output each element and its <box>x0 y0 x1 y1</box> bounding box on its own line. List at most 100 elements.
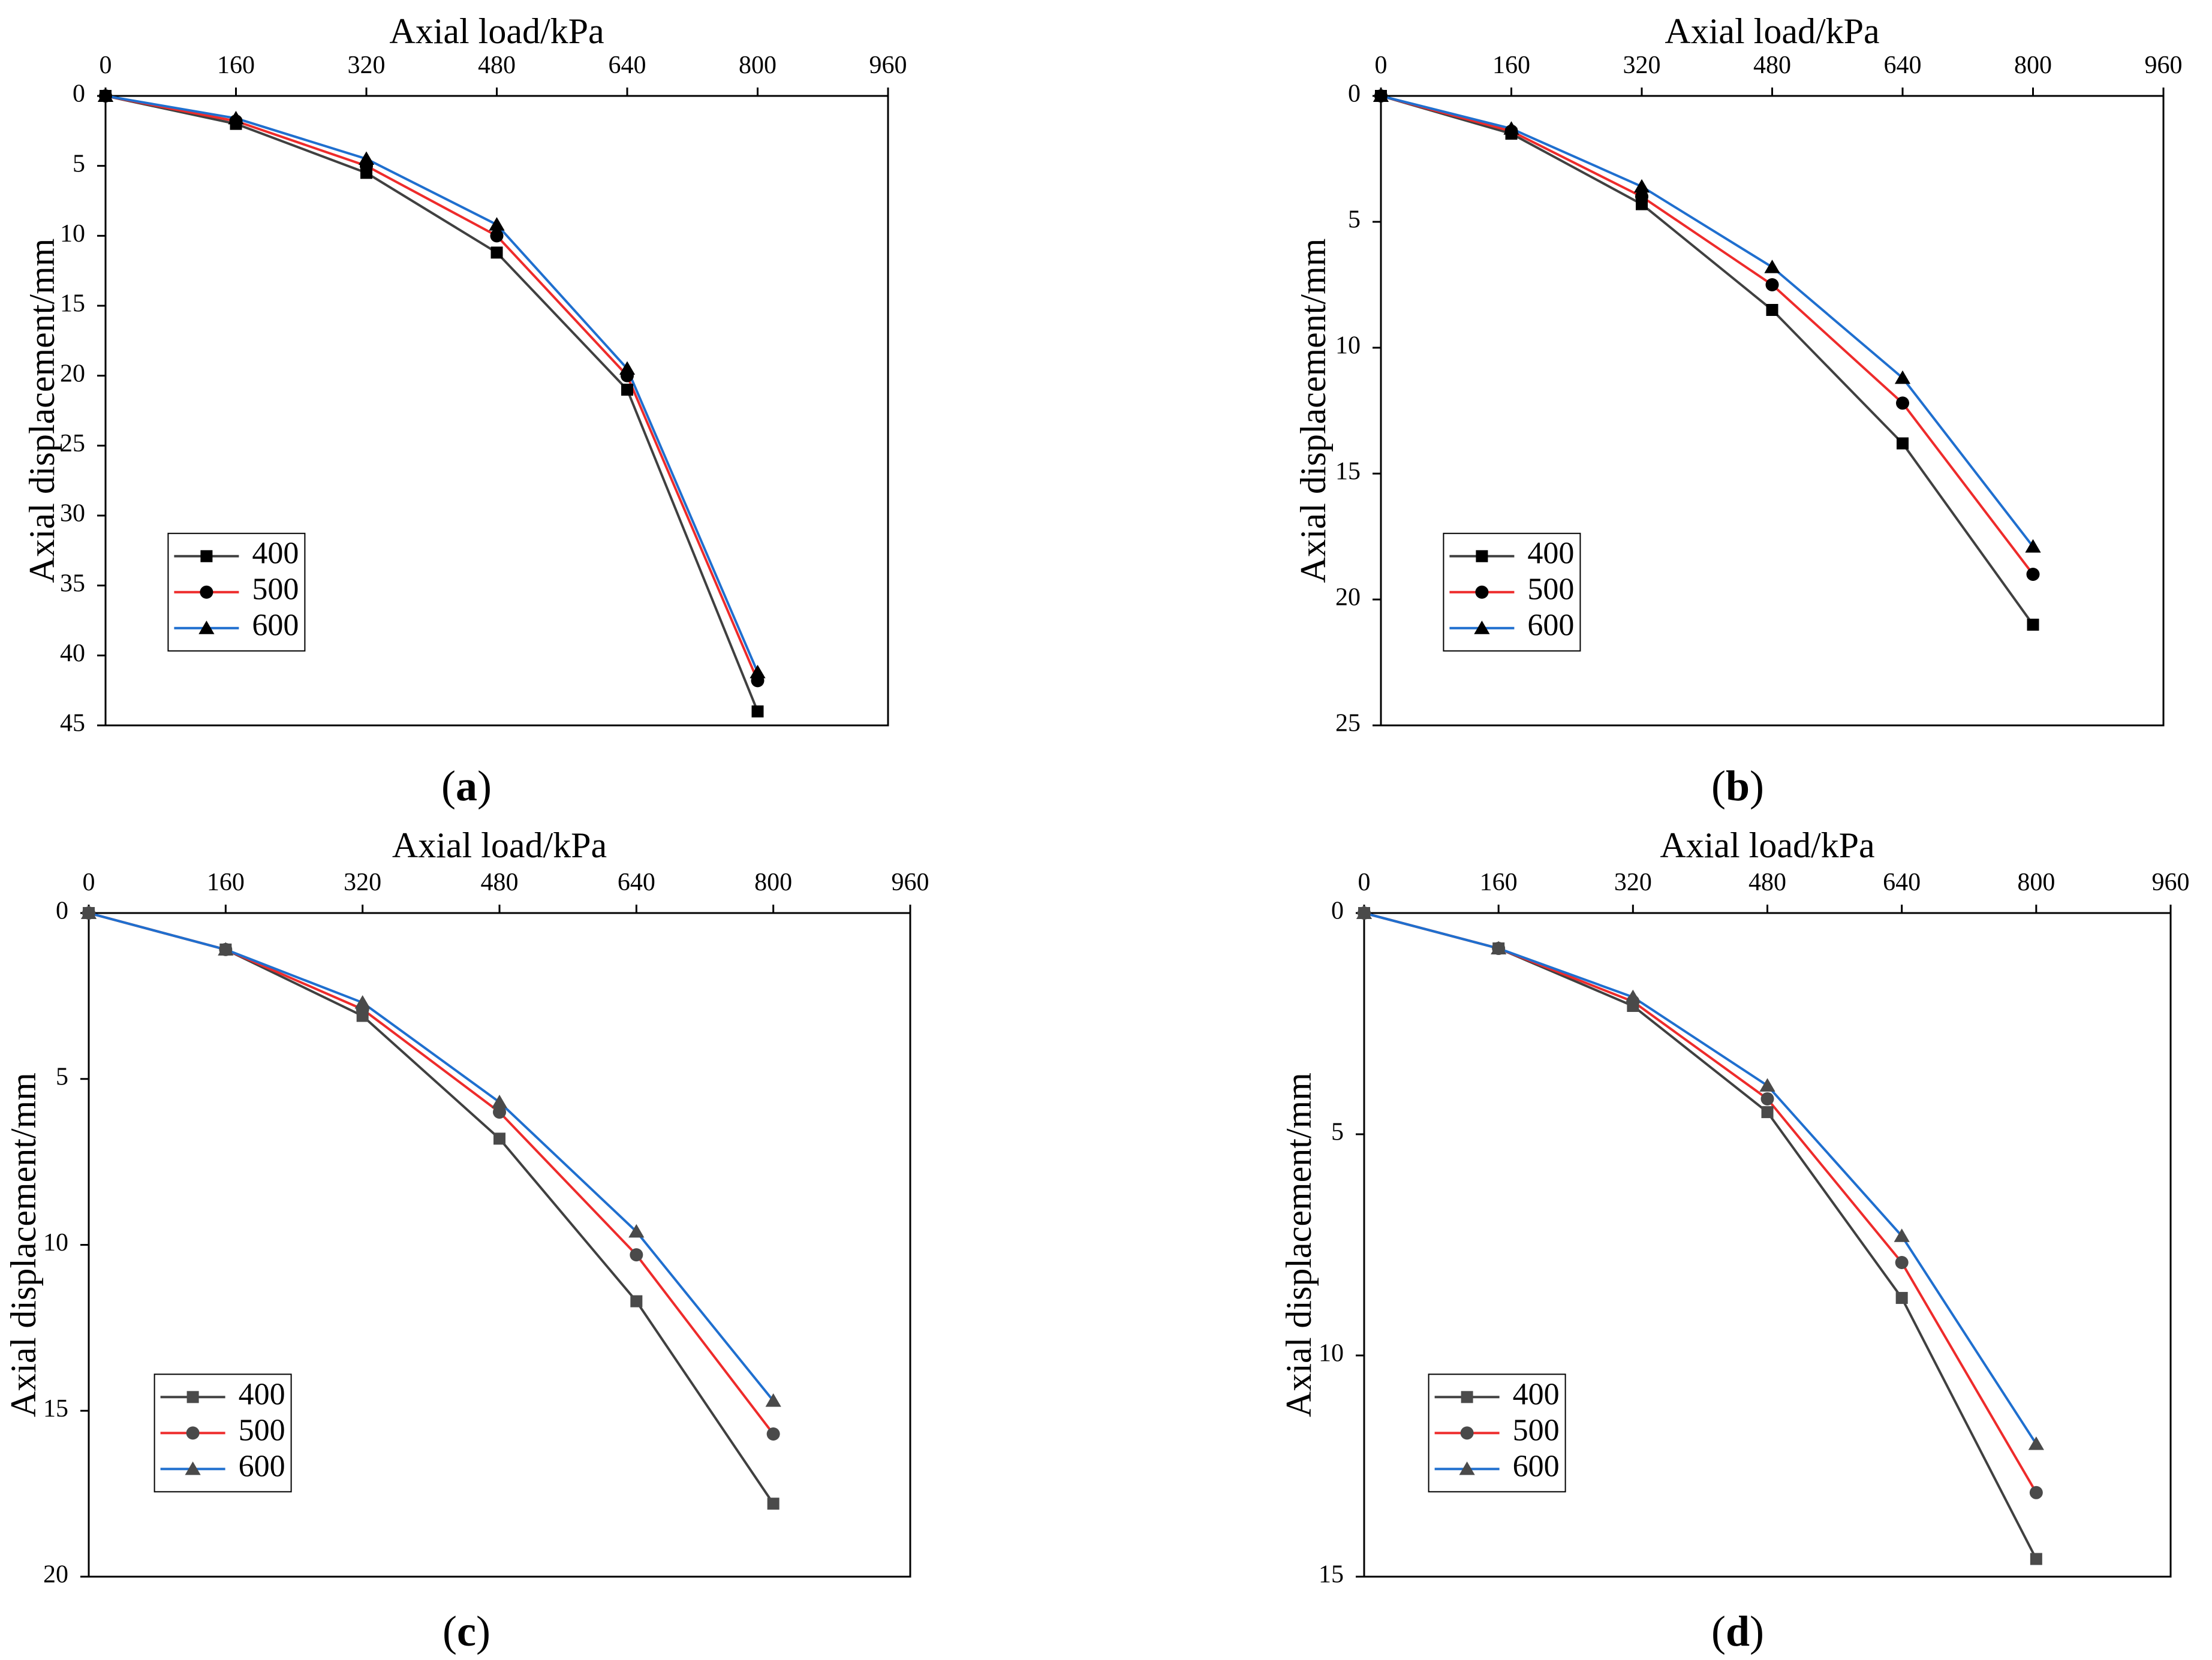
y-tick-label: 5 <box>1348 206 1361 234</box>
panel-letter: d <box>1726 1607 1750 1655</box>
series-line-400 <box>105 95 759 712</box>
x-tick-label: 960 <box>2145 52 2183 79</box>
data-point-600 <box>358 151 375 165</box>
data-point-600 <box>80 905 97 919</box>
data-point-600 <box>619 361 636 375</box>
y-tick-label: 20 <box>60 360 85 387</box>
data-point-500 <box>1635 190 1648 203</box>
x-tick-label: 960 <box>869 52 907 79</box>
y-tick-label: 45 <box>60 710 85 737</box>
legend-label-600: 600 <box>239 1449 285 1483</box>
legend-marker-600 <box>1459 1461 1475 1475</box>
y-axis-title: Axial displacement/mm <box>1279 1072 1319 1417</box>
panel-a: Axial load/kPa Axial displacement/mm 0 160 3… <box>22 11 907 810</box>
data-point-600 <box>765 1393 781 1407</box>
data-point-600 <box>2025 539 2041 553</box>
x-tick-label: 960 <box>2152 869 2190 896</box>
y-tick-label: 25 <box>60 430 85 457</box>
data-point-400 <box>1761 1106 1774 1119</box>
y-tick-label: 5 <box>73 150 85 177</box>
legend-marker-500 <box>186 1426 200 1440</box>
data-point-600 <box>1503 121 1519 135</box>
legend-label-600: 600 <box>1513 1449 1560 1483</box>
x-tick-label: 640 <box>609 52 646 79</box>
data-point-400 <box>2030 1553 2042 1565</box>
x-tick-label: 160 <box>217 52 255 79</box>
x-tick-label: 800 <box>2014 52 2052 79</box>
y-tick-label: 15 <box>1335 458 1361 486</box>
y-tick-label: 15 <box>43 1395 68 1423</box>
data-point-600 <box>750 664 766 679</box>
data-point-600 <box>1491 941 1507 955</box>
data-point-500 <box>2026 568 2040 581</box>
data-point-500 <box>630 1248 643 1262</box>
data-point-400 <box>1895 1292 1908 1304</box>
data-point-600 <box>1894 370 1911 384</box>
legend-marker-400 <box>1476 550 1488 562</box>
data-point-600 <box>628 1224 645 1238</box>
legend-label-600: 600 <box>252 608 299 643</box>
x-axis-title: Axial load/kPa <box>1665 11 1879 51</box>
series-line-400 <box>1380 95 2035 626</box>
x-tick-label: 480 <box>1753 52 1791 79</box>
x-axis-title: Axial load/kPa <box>389 11 604 51</box>
data-point-600 <box>1633 179 1650 193</box>
x-tick-label: 160 <box>1492 52 1530 79</box>
legend-label-600: 600 <box>1527 608 1574 643</box>
y-tick-label: 15 <box>1319 1561 1344 1589</box>
x-tick-label: 320 <box>348 52 386 79</box>
data-point-400 <box>621 384 633 396</box>
data-point-600 <box>1625 989 1641 1004</box>
data-point-500 <box>766 1427 780 1441</box>
y-tick-label: 30 <box>60 500 85 528</box>
y-tick-label: 5 <box>1331 1119 1344 1146</box>
legend-marker-500 <box>200 585 213 599</box>
x-tick-label: 480 <box>481 869 519 896</box>
x-tick-label: 0 <box>83 869 95 896</box>
data-point-600 <box>1373 88 1389 102</box>
legend-label-500: 500 <box>252 573 299 607</box>
x-tick-label: 640 <box>1883 869 1921 896</box>
legend-label-400: 400 <box>1513 1377 1560 1411</box>
y-axis-title: Axial displacement/mm <box>1293 239 1333 583</box>
panel-letter: c <box>457 1607 476 1655</box>
legend-marker-400 <box>200 550 213 562</box>
y-tick-label: 40 <box>60 640 85 667</box>
y-axis-title: Axial displacement/mm <box>22 239 62 583</box>
data-point-500 <box>1896 396 1909 410</box>
x-tick-label: 800 <box>2017 869 2055 896</box>
series-line-600 <box>1364 912 2038 1445</box>
x-tick-label: 320 <box>1623 52 1661 79</box>
x-tick-label: 160 <box>1480 869 1518 896</box>
legend-marker-400 <box>1461 1391 1473 1403</box>
x-tick-label: 320 <box>1614 869 1652 896</box>
legend-marker-500 <box>1475 585 1489 599</box>
y-tick-label: 10 <box>43 1229 68 1257</box>
data-point-400 <box>490 246 503 259</box>
data-point-400 <box>1766 304 1778 316</box>
series-line-600 <box>88 912 775 1402</box>
legend-marker-400 <box>186 1391 199 1403</box>
data-point-600 <box>228 110 244 125</box>
y-tick-label: 10 <box>60 220 85 248</box>
x-tick-label: 640 <box>618 869 655 896</box>
legend-marker-600 <box>1474 620 1490 634</box>
data-point-500 <box>490 229 504 243</box>
data-point-500 <box>493 1105 506 1119</box>
y-tick-label: 0 <box>56 897 68 925</box>
data-point-500 <box>1895 1256 1909 1270</box>
legend-label-400: 400 <box>1527 537 1574 571</box>
data-point-600 <box>218 942 234 956</box>
legend-label-400: 400 <box>252 537 299 571</box>
x-tick-label: 480 <box>1748 869 1786 896</box>
x-axis-title: Axial load/kPa <box>1660 826 1874 865</box>
data-point-600 <box>1356 905 1373 919</box>
x-axis-title: Axial load/kPa <box>392 826 607 865</box>
y-axis-title: Axial displacement/mm <box>4 1072 43 1417</box>
legend-label-500: 500 <box>1527 573 1574 607</box>
y-tick-label: 10 <box>1319 1340 1344 1367</box>
panel-c: Axial load/kPa Axial displacement/mm 0 160 3… <box>4 826 929 1655</box>
x-tick-label: 960 <box>892 869 929 896</box>
legend-marker-600 <box>185 1461 201 1475</box>
y-tick-label: 25 <box>1335 710 1361 737</box>
